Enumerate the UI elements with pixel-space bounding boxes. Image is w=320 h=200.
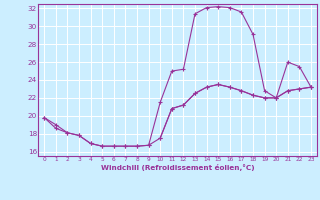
X-axis label: Windchill (Refroidissement éolien,°C): Windchill (Refroidissement éolien,°C) (101, 164, 254, 171)
